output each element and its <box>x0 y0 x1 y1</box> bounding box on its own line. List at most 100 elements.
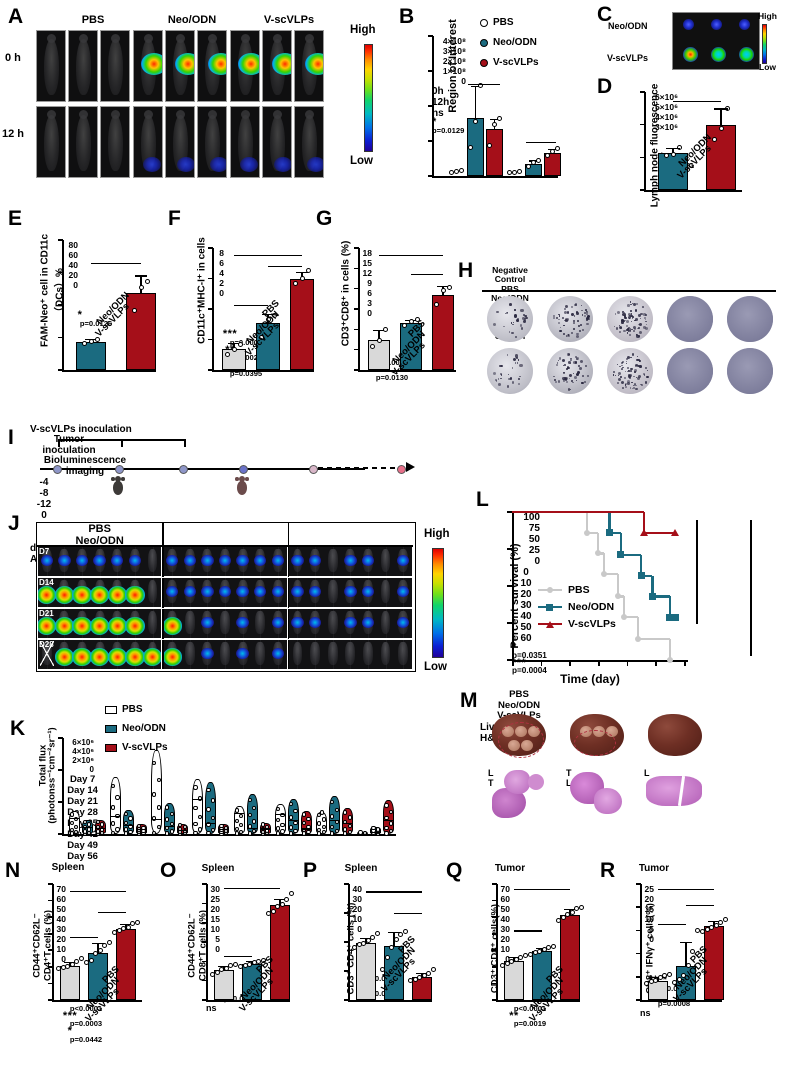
y-tick-mark <box>354 247 359 249</box>
elispot-spot <box>558 321 561 324</box>
data-point <box>128 816 133 821</box>
panel-j-row-label: D7 <box>39 547 50 556</box>
y-tick-label: 4 <box>219 268 224 278</box>
data-point <box>375 827 381 832</box>
bar <box>648 980 668 1000</box>
data-point <box>459 168 464 174</box>
biolum-signal <box>141 53 162 76</box>
mouse-gap <box>385 577 387 607</box>
data-point <box>132 308 137 314</box>
legend-label-k-vscvlps: V-scVLPs <box>122 742 168 754</box>
data-point <box>306 816 311 822</box>
y-tick-mark <box>640 123 645 126</box>
biolum-signal <box>38 617 57 635</box>
elispot-spot <box>621 360 624 363</box>
data-point <box>69 961 75 967</box>
elispot-spot <box>626 327 629 330</box>
bar <box>486 129 503 176</box>
data-point <box>389 945 395 951</box>
error-bar <box>685 941 687 966</box>
y-tick-label: 0 <box>89 765 94 774</box>
data-point <box>487 142 492 148</box>
mouse-gap <box>315 639 317 669</box>
legend-marker-k-vscvlps <box>105 743 117 752</box>
y-tick-label: 6 <box>367 288 372 298</box>
y-tick-label: 20 <box>644 894 654 904</box>
x-axis <box>52 1000 142 1002</box>
error-cap <box>92 942 104 945</box>
data-point <box>125 924 131 930</box>
data-point <box>528 951 533 957</box>
mouse-head <box>176 34 185 43</box>
elispot-spot <box>645 323 647 325</box>
elispot-spot <box>509 377 513 380</box>
data-point <box>718 126 724 132</box>
data-point <box>234 818 239 824</box>
bar <box>242 964 262 1000</box>
y-tick-label: 20 <box>56 934 66 944</box>
significance-line <box>686 904 714 907</box>
y-tick-label: 2 <box>219 278 224 288</box>
median-line <box>383 819 394 821</box>
legend-label-k-neoodn: Neo/ODN <box>122 723 166 735</box>
elispot-spot <box>569 388 571 390</box>
biolum-signal <box>396 617 410 629</box>
elispot-spot <box>563 324 565 327</box>
biolum-signal <box>208 53 226 76</box>
elispot-spot <box>619 331 621 333</box>
tumor-circle <box>574 730 616 756</box>
biolum-signal <box>163 617 182 635</box>
biolum-signal <box>238 53 259 76</box>
panel-j-scale-low: Low <box>424 661 447 673</box>
data-point <box>361 940 367 946</box>
km-step-h <box>643 531 676 534</box>
x-tick-label: 50 <box>520 622 532 633</box>
panel-m-column-label: PBS <box>509 689 529 700</box>
p-value-label: p=0.0008 <box>657 999 691 1009</box>
data-point <box>293 809 298 814</box>
data-point <box>82 829 87 834</box>
significance-line <box>268 265 302 267</box>
x-tick-label: Day 56 <box>67 851 98 862</box>
y-tick-mark <box>344 912 349 914</box>
mouse-silhouette <box>220 642 230 665</box>
significance-line <box>514 888 570 891</box>
legend-label-pbs: PBS <box>493 17 514 29</box>
km-step-h <box>609 531 621 534</box>
he-marker-l: L <box>644 768 650 778</box>
x-tick-label: 10 <box>520 578 532 589</box>
y-tick-label: 0 <box>357 924 362 934</box>
elispot-well <box>607 296 653 342</box>
panel-j-row-band <box>288 546 412 576</box>
data-point <box>421 973 427 979</box>
x-tick-mark <box>655 661 657 666</box>
x-tick-label: 12h <box>432 97 450 108</box>
y-tick-label: 2×10⁶ <box>72 756 94 765</box>
elispot-spot <box>622 312 626 316</box>
data-point <box>238 341 243 347</box>
data-point <box>662 973 668 979</box>
bar <box>432 294 454 370</box>
elispot-spot <box>638 314 641 317</box>
y-tick-label: 30 <box>500 924 510 934</box>
mouse-silhouette <box>184 642 195 665</box>
y-tick-mark <box>354 328 359 331</box>
y-tick-mark <box>208 247 213 249</box>
data-point <box>512 169 517 175</box>
data-point <box>497 116 502 122</box>
elispot-spot <box>633 375 635 378</box>
elispot-spot <box>640 312 643 316</box>
elispot-spot <box>514 362 517 364</box>
elispot-spot <box>621 364 623 367</box>
panel-b-plot: 4×10⁸ 3×10⁸ 2×10⁸ 1×10⁸ 0 0h 12h ns * p=0.0129 <box>428 35 574 226</box>
median-line <box>288 819 299 821</box>
elispot-spot <box>630 312 633 315</box>
mouse-gap <box>385 546 387 576</box>
elispot-spot <box>507 385 510 388</box>
bracket-arm <box>121 439 123 447</box>
data-point <box>152 792 157 797</box>
elispot-spot <box>498 378 500 380</box>
data-point <box>321 829 326 835</box>
median-line <box>301 828 312 830</box>
